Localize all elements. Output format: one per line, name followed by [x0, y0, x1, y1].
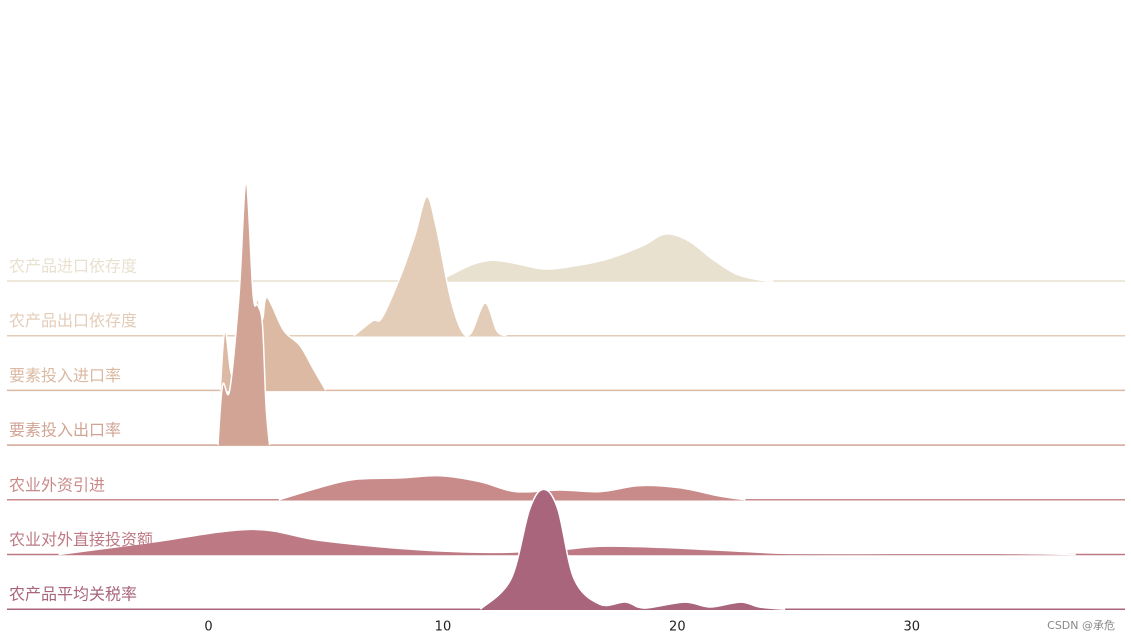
x-tick-label: 0 — [204, 620, 212, 635]
x-tick-label: 10 — [435, 620, 452, 635]
series-label: 农业外资引进 — [9, 475, 105, 494]
series-label: 要素投入出口率 — [9, 421, 121, 440]
series-label: 农业对外直接投资额 — [9, 530, 153, 549]
density-area — [217, 184, 270, 446]
density-area — [480, 489, 786, 610]
density-outline — [278, 474, 746, 501]
x-tick-label: 20 — [669, 620, 686, 635]
series-label: 农产品出口依存度 — [9, 311, 137, 330]
density-area — [278, 475, 746, 500]
density-area — [58, 529, 1076, 555]
series-label: 要素投入进口率 — [9, 366, 121, 385]
watermark: CSDN @承危 — [1047, 619, 1115, 632]
series-label: 农产品平均关税率 — [9, 585, 137, 604]
x-tick-label: 30 — [903, 620, 920, 635]
density-outline — [479, 488, 786, 610]
density-outline — [437, 233, 774, 282]
density-area — [353, 196, 507, 337]
density-area — [438, 233, 774, 281]
density-outline — [58, 528, 1076, 556]
density-outline — [353, 196, 507, 337]
series-label: 农产品进口依存度 — [9, 257, 137, 276]
density-outline — [217, 183, 271, 446]
